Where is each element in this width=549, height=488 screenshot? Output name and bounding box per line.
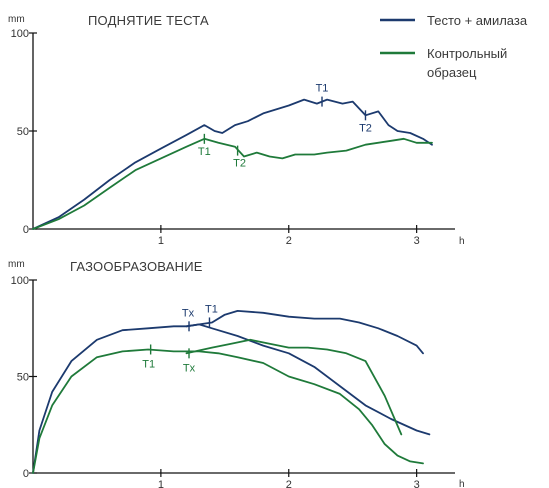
marker-label: Tx (182, 307, 195, 319)
marker-label: T1 (198, 146, 211, 158)
x-tick-label: 2 (286, 235, 292, 247)
legend-label: Контрольный (427, 46, 507, 61)
chart-title: ПОДНЯТИЕ ТЕСТА (88, 13, 209, 28)
marker-label: T2 (233, 158, 246, 170)
chart-gas-formation: ГАЗООБРАЗОВАНИЕ mm h 0 50 100 1 2 3 Tx T1 T1 Tx (8, 259, 465, 488)
legend: Тесто + амилаза Контрольный образец (380, 13, 528, 80)
series-layer: T1 T2 T1 T2 (32, 83, 433, 230)
legend-label: Тесто + амилаза (427, 13, 528, 28)
legend-label: образец (427, 65, 477, 80)
series-line (32, 137, 433, 230)
marker-label: T1 (142, 358, 155, 370)
axes: 0 50 100 1 2 3 (11, 275, 455, 488)
x-tick-label: 2 (286, 479, 292, 488)
axes: 0 50 100 1 2 3 (11, 28, 455, 247)
marker-label: T2 (359, 122, 372, 134)
series-line (32, 348, 424, 474)
x-tick-label: 1 (158, 235, 164, 247)
chart-dough-rise: ПОДНЯТИЕ ТЕСТА mm h 0 50 100 1 2 3 T1 T2 T1 T2 (8, 13, 465, 247)
y-tick-label: 100 (11, 28, 29, 40)
series-layer: Tx T1 T1 Tx (32, 303, 431, 474)
legend-entry-dough-amylase: Тесто + амилаза (380, 13, 528, 28)
y-axis-unit: mm (8, 259, 25, 270)
x-axis-unit: h (459, 479, 465, 488)
y-tick-label: 0 (23, 224, 29, 236)
legend-entry-control-sample: Контрольный образец (380, 46, 507, 80)
chart-title: ГАЗООБРАЗОВАНИЕ (70, 259, 203, 274)
y-tick-label: 50 (17, 126, 29, 138)
x-tick-label: 1 (158, 479, 164, 488)
x-tick-label: 3 (414, 479, 420, 488)
y-axis-unit: mm (8, 14, 25, 25)
marker-label: T1 (205, 303, 218, 315)
series-line (185, 310, 424, 355)
x-tick-label: 3 (414, 235, 420, 247)
y-tick-label: 100 (11, 275, 29, 287)
marker-label: T1 (316, 83, 329, 95)
series-line (32, 98, 433, 230)
series-line (32, 323, 431, 474)
marker-label: Tx (183, 362, 196, 374)
series-line (185, 338, 403, 436)
x-axis-unit: h (459, 236, 465, 247)
y-tick-label: 50 (17, 372, 29, 384)
y-tick-label: 0 (23, 468, 29, 480)
